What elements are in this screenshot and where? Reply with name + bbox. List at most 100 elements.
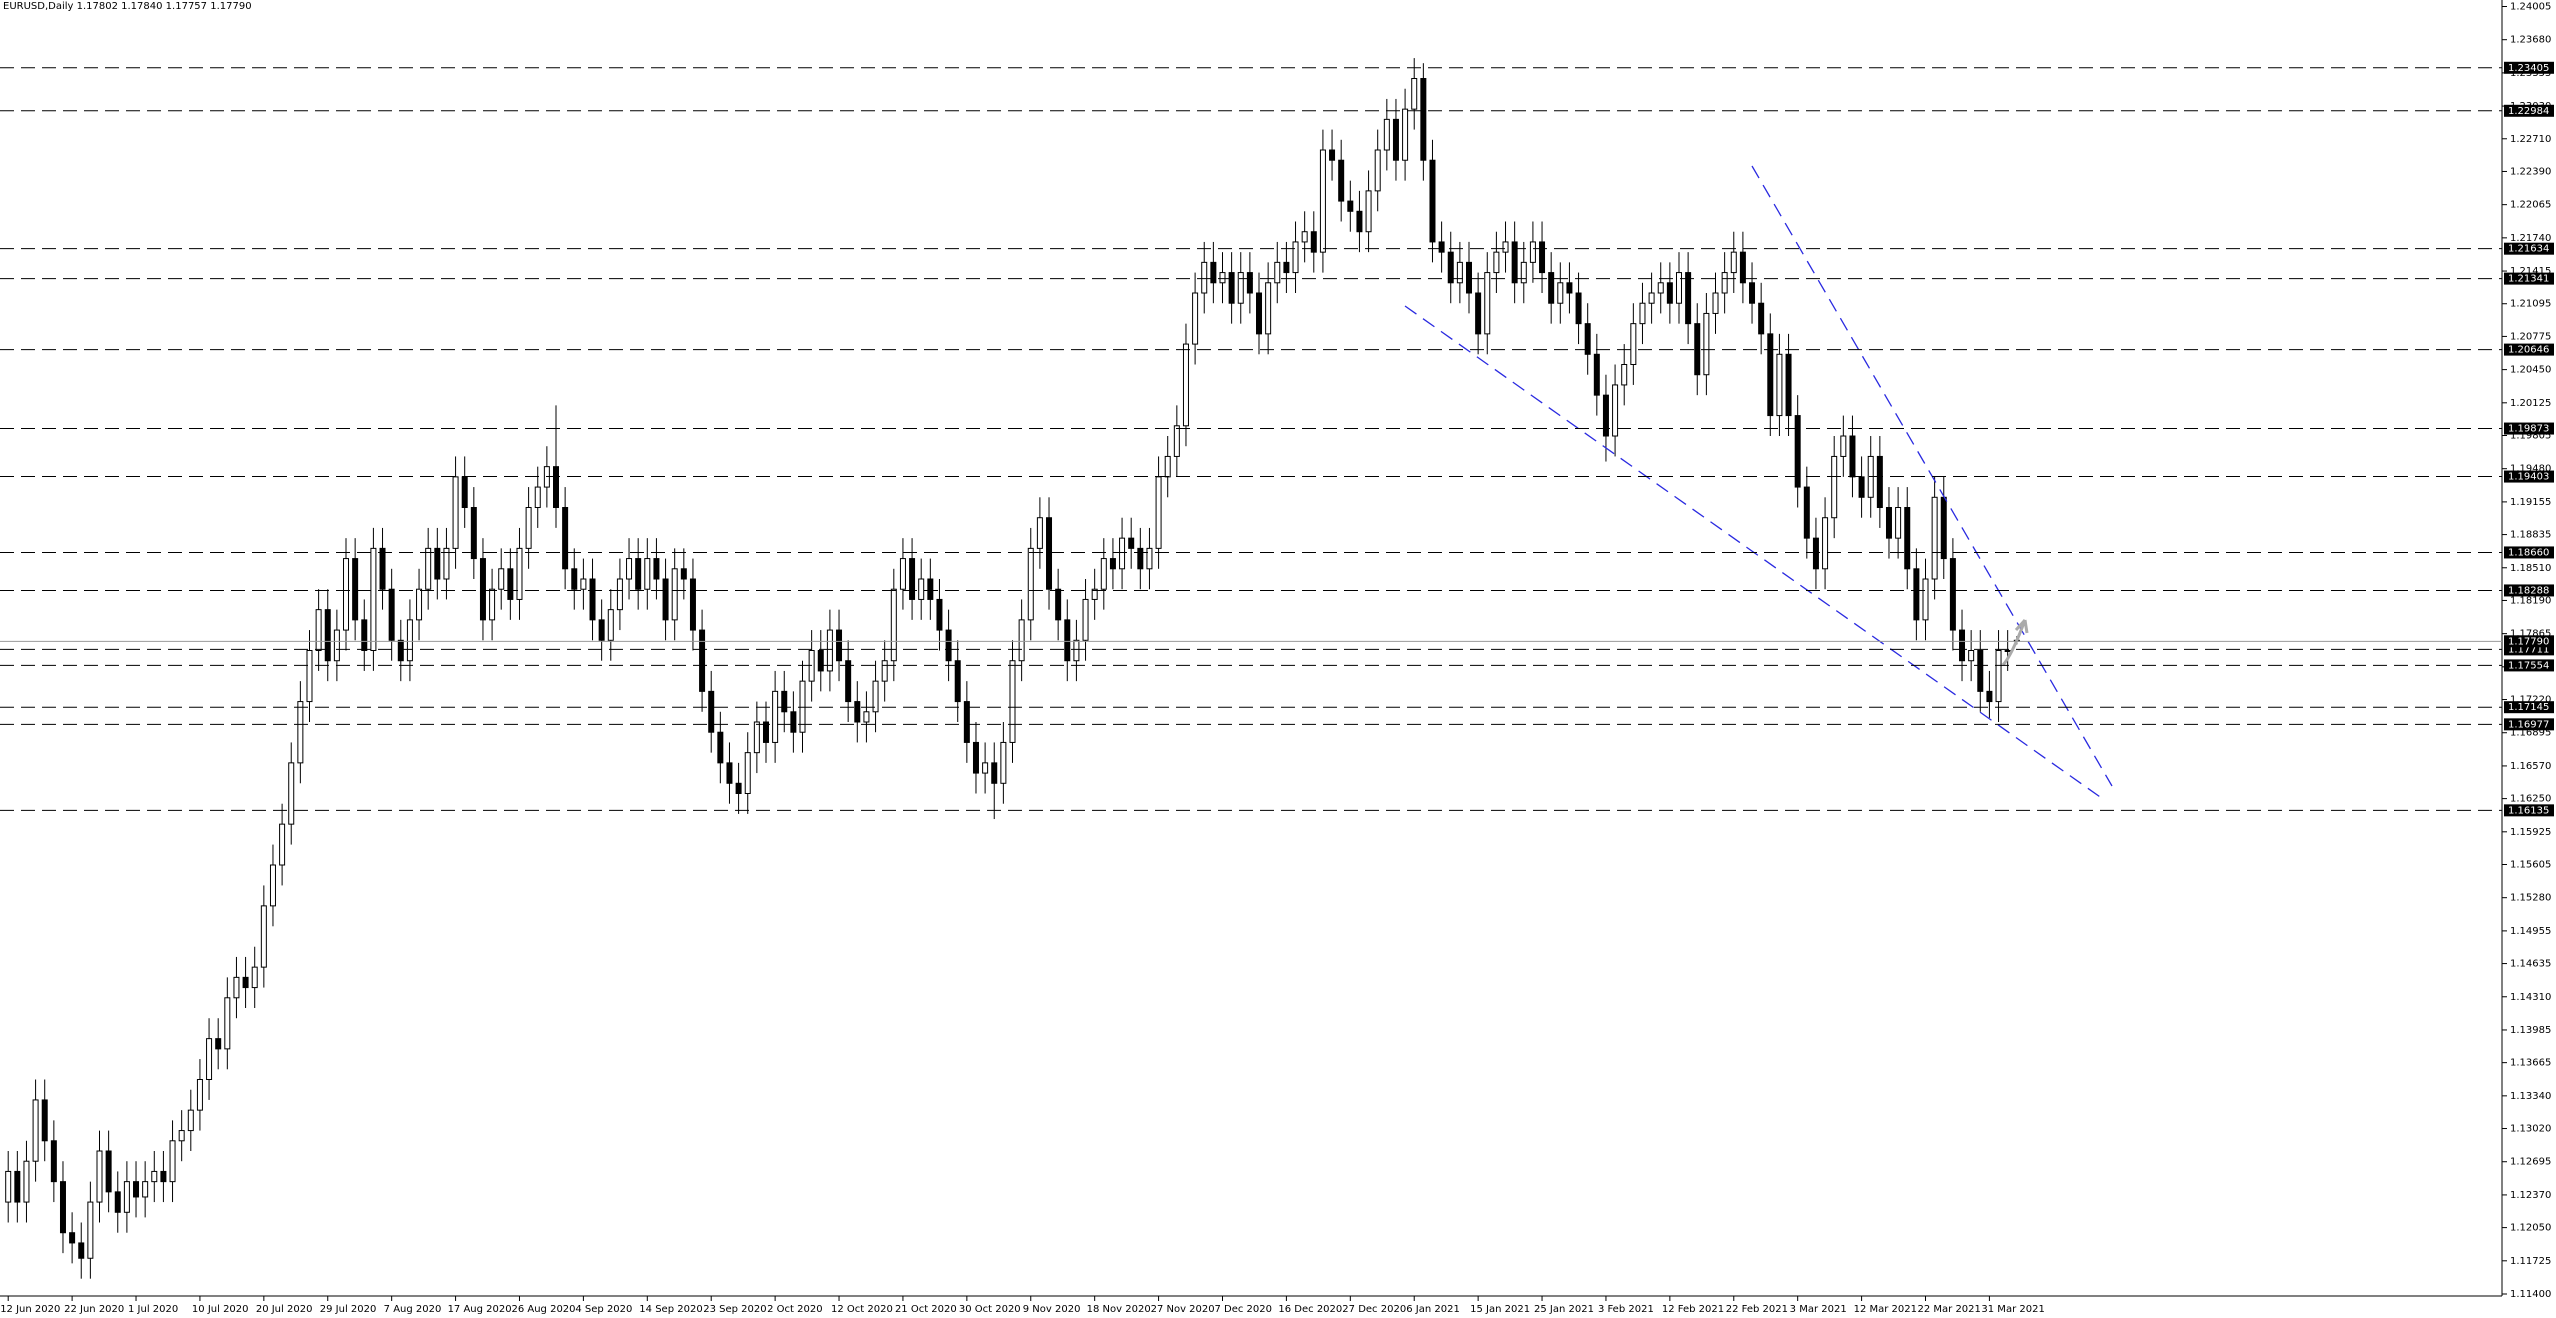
level-label: 1.22984 [2508, 106, 2549, 117]
last-price-box [2504, 635, 2554, 648]
level-label-box [2504, 104, 2554, 117]
candle-body [635, 558, 642, 590]
y-tick-label: 1.16895 [2510, 728, 2551, 739]
candle-body [1429, 159, 1436, 243]
candle-body [1091, 588, 1098, 600]
candle-body [1456, 261, 1463, 284]
candle-body [1767, 333, 1774, 417]
candle-body [890, 588, 897, 662]
level-label-box [2504, 546, 2554, 559]
candle-body [196, 1079, 203, 1111]
level-label-box [2504, 272, 2554, 285]
y-tick-label: 1.20125 [2510, 398, 2551, 409]
candle-body [1529, 241, 1536, 263]
candle-body [1666, 282, 1673, 304]
level-label: 1.16977 [2508, 719, 2549, 730]
x-tick-label: 6 Jan 2021 [1406, 1304, 1460, 1315]
candle-body [954, 660, 961, 703]
candle-body [982, 762, 989, 774]
candle-body [1703, 312, 1710, 376]
candle-body [224, 997, 231, 1050]
level-label-box [2504, 804, 2554, 817]
candle-body [315, 609, 322, 652]
candle-body [1895, 507, 1902, 539]
x-tick-label: 16 Dec 2020 [1278, 1304, 1342, 1315]
candle-body [1182, 343, 1189, 427]
candle-body [872, 680, 879, 713]
candle-body [854, 701, 861, 723]
level-label: 1.21341 [2508, 274, 2549, 285]
level-label-box [2504, 470, 2554, 483]
candle-body [1986, 690, 1993, 703]
x-tick-label: 7 Aug 2020 [384, 1304, 442, 1315]
candle-body [1621, 364, 1628, 386]
x-tick-label: 23 Sep 2020 [703, 1304, 766, 1315]
candle-body [762, 721, 769, 743]
x-tick-label: 1 Jul 2020 [128, 1304, 178, 1315]
candle-body [1831, 455, 1838, 519]
level-label: 1.18660 [2508, 547, 2549, 558]
level-label-box [2504, 718, 2554, 731]
candle-body [69, 1232, 76, 1244]
y-tick-label: 1.17220 [2510, 695, 2551, 706]
candle-body [1109, 558, 1116, 570]
candle-body [744, 752, 751, 795]
candle-body [233, 976, 240, 999]
candle-body [279, 823, 286, 866]
candle-body [1995, 650, 2002, 703]
candle-body [845, 660, 852, 703]
candle-body [489, 588, 496, 621]
candle-body [105, 1150, 112, 1193]
candle-body [781, 690, 788, 713]
y-tick-label: 1.16250 [2510, 794, 2551, 805]
level-label-box [2504, 242, 2554, 255]
candle-body [1849, 435, 1856, 478]
candle-body [1292, 241, 1299, 274]
candle-body [1201, 261, 1208, 294]
level-label-box [2504, 701, 2554, 714]
candle-body [1000, 741, 1007, 784]
candle-body [1840, 435, 1847, 457]
candle-body [881, 660, 888, 682]
candle-body [187, 1109, 194, 1132]
candle-body [1539, 241, 1546, 274]
y-tick-label: 1.11725 [2510, 1256, 2551, 1267]
y-tick-label: 1.19805 [2510, 430, 2551, 441]
candle-body [553, 466, 559, 509]
candle-body [452, 476, 459, 549]
candle-body [1575, 292, 1582, 325]
level-label: 1.20646 [2508, 345, 2549, 356]
candle-body [1027, 547, 1034, 621]
candle-body [1374, 149, 1381, 192]
y-tick-label: 1.15280 [2510, 893, 2551, 904]
candle-body [1758, 302, 1765, 335]
candle-body [324, 609, 331, 662]
candle-body [826, 629, 833, 672]
candle-body [1712, 292, 1719, 314]
candle-body [151, 1170, 158, 1183]
candle-body [169, 1140, 176, 1183]
candle-body [799, 680, 806, 733]
candle-body [1685, 272, 1692, 325]
candle-body [1922, 578, 1929, 621]
x-tick-label: 7 Dec 2020 [1214, 1304, 1272, 1315]
candle-body [14, 1170, 21, 1203]
candle-body [735, 782, 742, 795]
candle-body [1246, 272, 1253, 294]
candle-body [260, 905, 267, 968]
y-tick-label: 1.20450 [2510, 365, 2551, 376]
candle-body [206, 1038, 213, 1081]
candle-body [991, 762, 998, 784]
x-tick-label: 9 Nov 2020 [1023, 1304, 1081, 1315]
candle-body [899, 558, 906, 590]
x-tick-label: 15 Jan 2021 [1470, 1304, 1530, 1315]
candle-body [1319, 149, 1326, 253]
candle-body [1036, 517, 1043, 549]
candle-body [1584, 323, 1591, 355]
x-tick-label: 18 Nov 2020 [1087, 1304, 1151, 1315]
candle-body [1447, 251, 1454, 284]
candle-body [379, 547, 386, 590]
y-tick-label: 1.16570 [2510, 761, 2551, 772]
x-tick-label: 12 Oct 2020 [831, 1304, 893, 1315]
